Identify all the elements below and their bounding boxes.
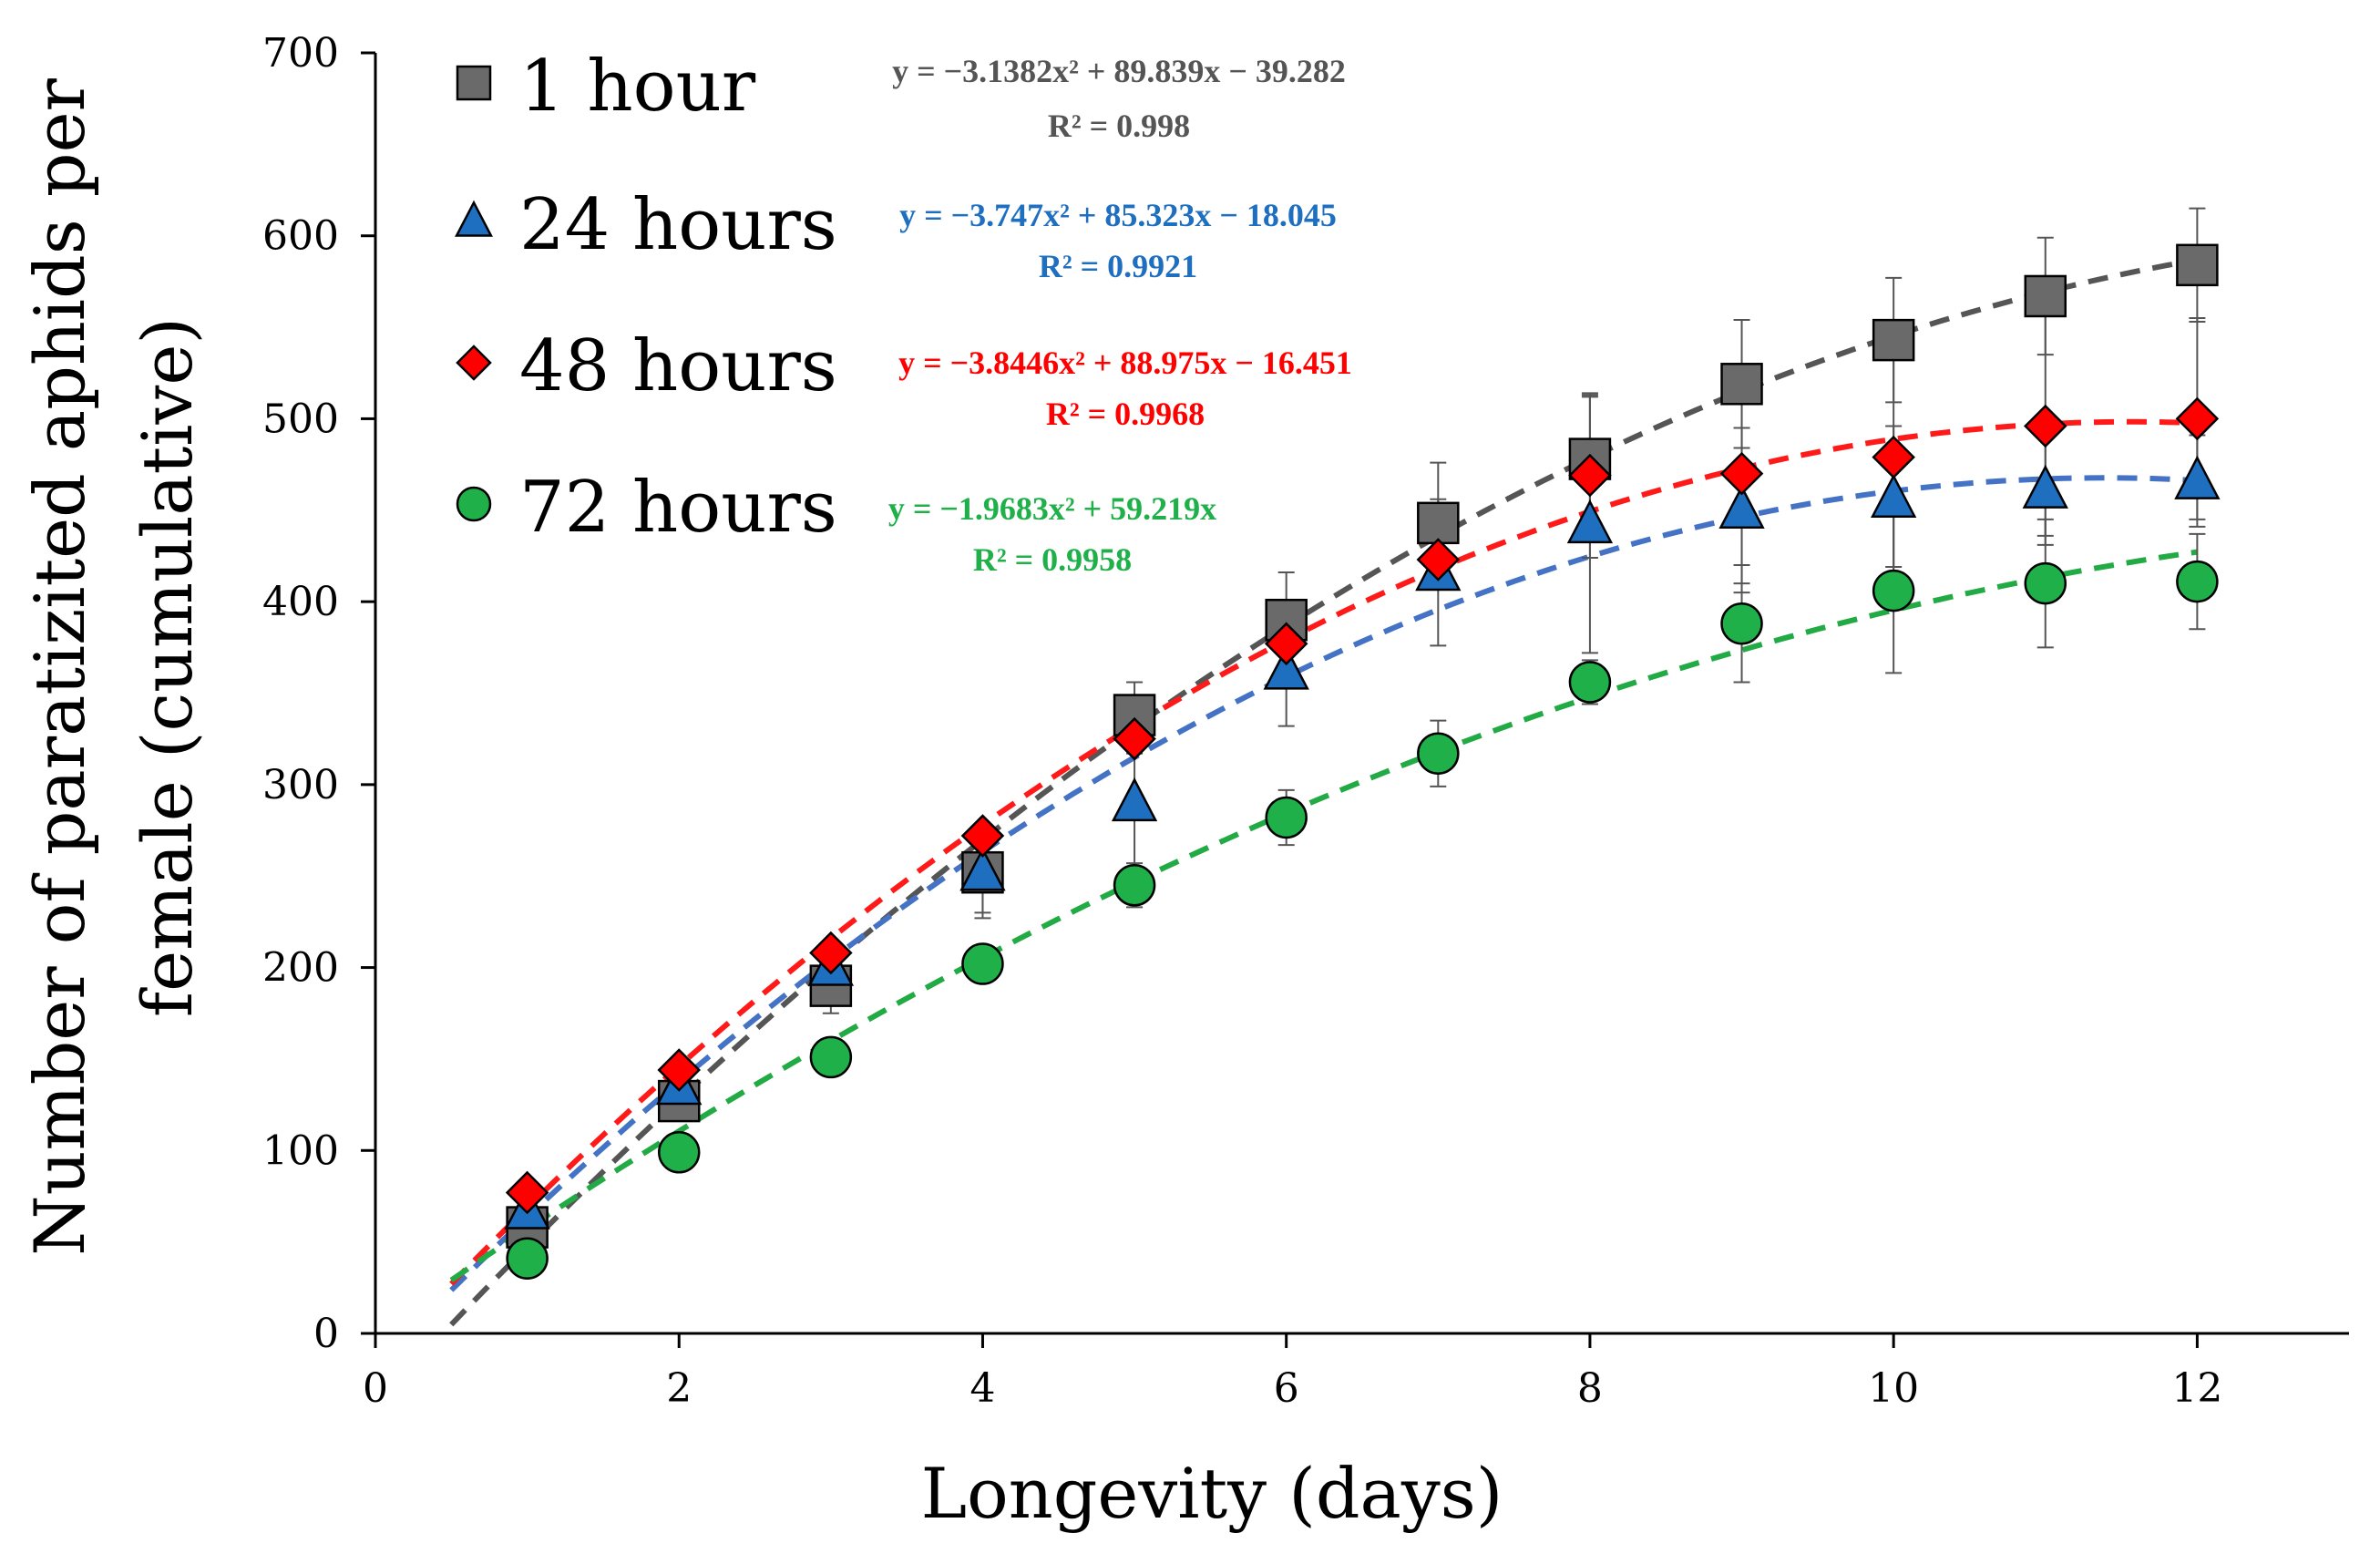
point-72-hours [657,1131,701,1174]
legend-label: 48 hours [519,325,837,407]
legend: 1 hour 24 hours 48 hours 72 hours [455,46,837,549]
point-72-hours [1872,569,1915,612]
point-48-hours [505,1170,549,1215]
point-72-hours [1720,602,1763,645]
y-tick-label: 600 [262,213,339,260]
point-48-hours [1872,435,1915,479]
point-48-hours [2024,404,2067,448]
trendline-1-hour [449,257,2198,1327]
data-markers [504,243,2221,1280]
y-tick-label: 700 [262,30,339,77]
point-24-hours [1870,473,1917,518]
point-48-hours [1113,716,1156,761]
point-48-hours [2175,396,2220,441]
point-1-hour [2176,243,2219,287]
point-48-hours [1416,538,1461,581]
trendline-48-hours [449,418,2198,1286]
legend-label: 72 hours [519,467,837,549]
y-tick-label: 0 [313,1311,339,1357]
point-72-hours [1417,732,1460,775]
fit-equation: y = −3.1382x² + 89.839x − 39.282 [892,53,1346,89]
point-72-hours [1265,796,1308,839]
point-1-hour [2024,274,2067,318]
x-tick-label: 10 [1868,1365,1919,1412]
point-24-hours [2174,455,2221,499]
x-tick-label: 6 [1274,1365,1299,1412]
fit-equations: y = −3.1382x² + 89.839x − 39.282 R² = 0.9… [888,53,1352,578]
point-1-hour [1720,363,1763,406]
legend-marker-24-hours [455,200,493,237]
axis-titles: Longevity (days) Number of paratizited a… [19,77,1503,1534]
point-72-hours [2176,560,2219,603]
point-24-hours [2022,464,2068,509]
point-1-hour [1872,318,1915,362]
y-tick-label: 300 [262,762,339,808]
x-axis-title: Longevity (days) [921,1453,1503,1534]
legend-marker-48-hours [456,345,492,381]
legend-label: 1 hour [519,46,756,128]
fit-r-squared: R² = 0.998 [1048,108,1190,144]
legend-label: 24 hours [519,184,837,266]
point-24-hours [1718,484,1765,530]
x-tick-label: 0 [363,1365,388,1412]
point-72-hours [1113,864,1156,907]
point-48-hours [1264,622,1308,666]
axes: 0 100 200 300 400 500 600 700 0 2 4 6 8 10 12 [262,30,2349,1412]
x-tick-label: 12 [2171,1365,2222,1412]
point-48-hours [1719,451,1764,496]
point-72-hours [2024,561,2067,605]
point-24-hours [959,847,1006,891]
x-tick-label: 4 [969,1365,995,1412]
y-tick-label: 400 [262,579,339,625]
y-tick-label: 100 [262,1127,339,1174]
point-1-hour [1417,501,1460,545]
y-axis-title-line2: female (cumulative) [127,317,208,1017]
point-24-hours [1566,499,1614,544]
fit-r-squared: R² = 0.9958 [973,541,1132,578]
fit-r-squared: R² = 0.9968 [1046,396,1205,432]
point-48-hours [657,1048,701,1092]
legend-marker-72-hours [456,486,492,522]
point-48-hours [960,814,1005,858]
point-48-hours [809,931,853,975]
trendline-24-hours [449,475,2198,1292]
y-axis-title-line1: Number of paratizited aphids per [19,77,100,1255]
fit-equation: y = −1.9683x² + 59.219x [888,490,1216,527]
y-tick-label: 200 [262,945,339,992]
fit-equation: y = −3.747x² + 85.323x − 18.045 [899,197,1337,233]
trendline-72-hours [449,549,2198,1283]
point-24-hours [1111,777,1158,822]
point-72-hours [961,942,1004,985]
point-72-hours [1568,661,1612,704]
legend-marker-1-hour [456,65,492,101]
point-72-hours [506,1237,549,1280]
trendlines [449,257,2198,1327]
x-tick-label: 8 [1577,1365,1603,1412]
point-72-hours [809,1035,853,1079]
y-tick-label: 500 [262,396,339,442]
fit-equation: y = −3.8446x² + 88.975x − 16.451 [898,345,1352,381]
fit-r-squared: R² = 0.9921 [1039,248,1197,284]
x-tick-label: 2 [666,1365,692,1412]
point-24-hours [1263,645,1309,690]
point-48-hours [1568,453,1612,498]
